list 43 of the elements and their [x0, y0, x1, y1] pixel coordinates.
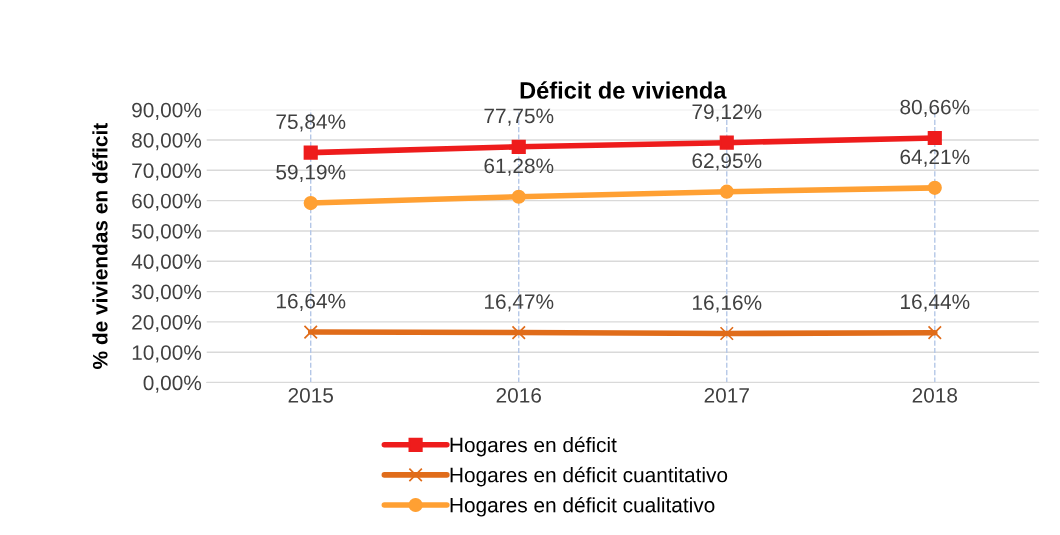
y-tick-label: 40,00% — [131, 254, 202, 272]
x-tick-label: 2016 — [496, 387, 541, 403]
legend-label: Hogares en déficit — [450, 436, 617, 457]
point — [303, 195, 318, 211]
y-axis-title: % de viviendas en déficit — [92, 123, 108, 369]
data-label: 16,16% — [693, 295, 762, 313]
data-label: 64,21% — [900, 149, 970, 167]
y-tick-label: 90,00% — [132, 102, 202, 120]
point — [303, 324, 318, 340]
legend-label: Hogares en déficit cualitativo — [450, 496, 715, 517]
data-label: 77,75% — [484, 108, 554, 126]
y-tick-label: 20,00% — [132, 314, 202, 333]
y-tick-label: 60,00% — [132, 193, 202, 211]
point — [303, 145, 318, 160]
point — [511, 325, 526, 340]
y-tick-label: 80,00% — [132, 132, 202, 151]
data-label: 79,12% — [692, 104, 762, 122]
y-tick-label: 0,00% — [143, 375, 202, 393]
x-tick-label: 2018 — [912, 387, 958, 403]
y-tick-label: 50,00% — [132, 223, 202, 242]
data-label: 16,44% — [901, 294, 970, 312]
data-label: 75,84% — [276, 114, 346, 132]
data-label: 62,95% — [692, 153, 762, 171]
point — [719, 135, 734, 150]
point — [511, 139, 526, 154]
point — [511, 189, 526, 204]
point — [927, 130, 942, 146]
point — [927, 325, 942, 340]
chart-title: Déficit de vivienda — [520, 81, 727, 99]
data-label: 16,64% — [276, 293, 346, 311]
x-tick-label: 2017 — [704, 387, 749, 403]
legend-label: Hogares en déficit cuantitativo — [450, 466, 728, 487]
point — [719, 184, 734, 199]
data-label: 16,47% — [485, 294, 554, 312]
y-tick-label: 30,00% — [131, 284, 202, 302]
x-tick-label: 2015 — [288, 387, 334, 403]
y-tick-label: 10,00% — [132, 345, 202, 363]
data-label: 80,66% — [900, 99, 970, 117]
point — [719, 326, 734, 341]
point — [927, 180, 942, 195]
data-label: 59,19% — [276, 164, 346, 182]
data-label: 61,28% — [484, 158, 554, 176]
y-tick-label: 70,00% — [132, 163, 202, 181]
